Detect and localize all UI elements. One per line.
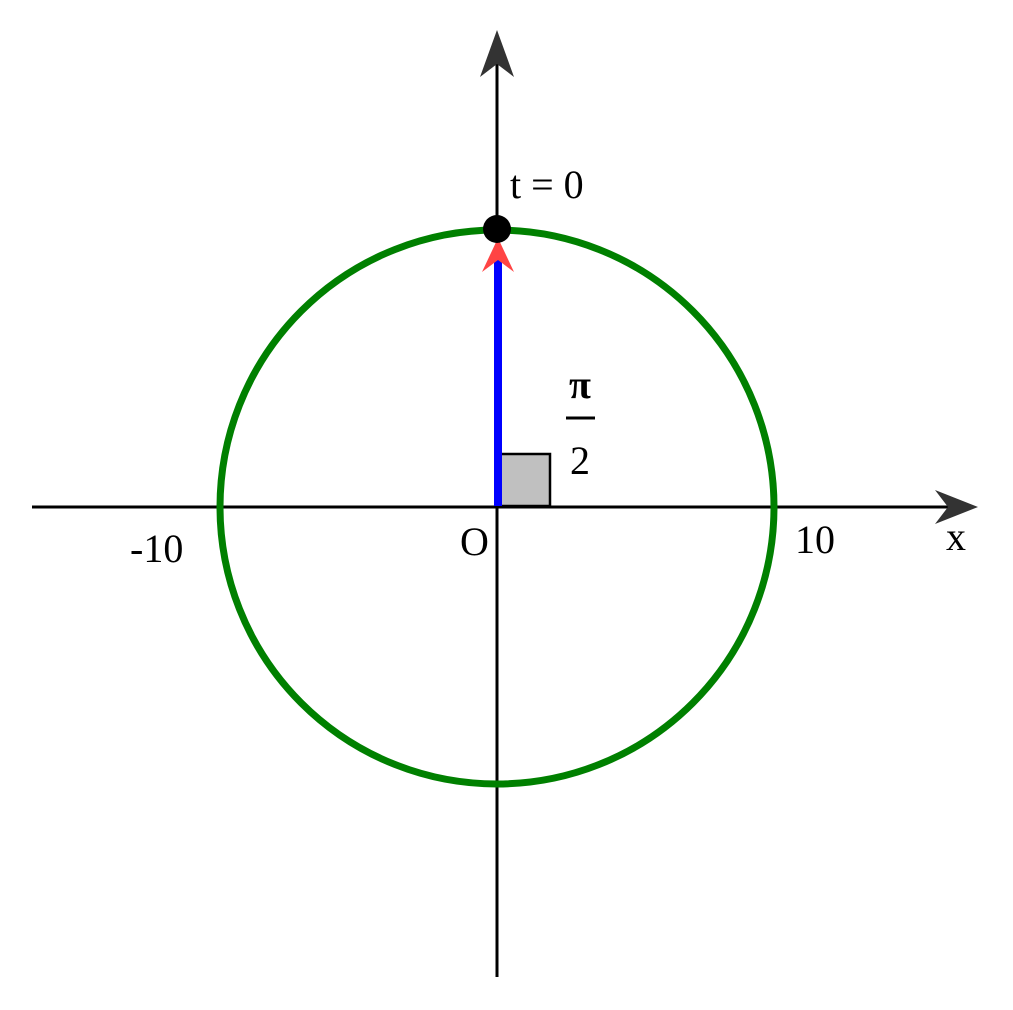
tick-label-pos: 10 bbox=[795, 517, 835, 562]
vector-arrowhead-icon bbox=[482, 238, 514, 272]
right-angle-marker bbox=[497, 452, 552, 508]
x-axis-arrow-icon bbox=[935, 490, 978, 524]
point-label: t = 0 bbox=[510, 162, 584, 207]
origin-label: O bbox=[460, 519, 489, 564]
y-axis-arrow-icon bbox=[480, 30, 514, 77]
start-point bbox=[483, 215, 511, 243]
tick-label-neg: -10 bbox=[130, 526, 183, 571]
x-axis-label: x bbox=[946, 514, 966, 559]
angle-denominator: 2 bbox=[570, 438, 590, 483]
angle-numerator: π bbox=[569, 362, 591, 407]
